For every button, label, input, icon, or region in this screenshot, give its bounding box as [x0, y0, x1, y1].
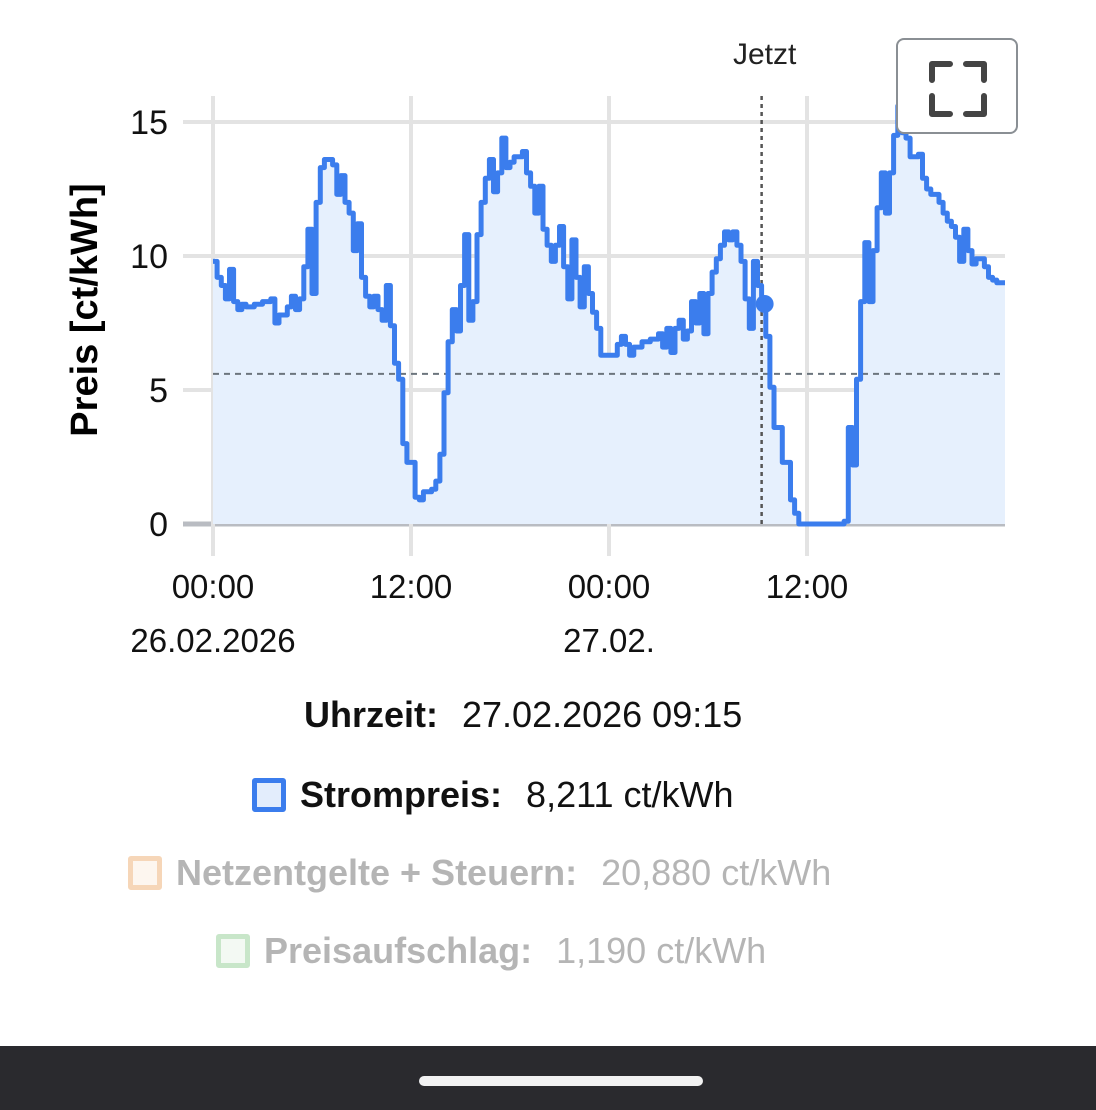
legend-value-netzentgelte: 20,880 ct/kWh	[601, 852, 832, 893]
now-label: Jetzt	[733, 38, 797, 71]
x-tick-date-label: 27.02.	[563, 622, 655, 659]
legend-label-preisaufschlag: Preisaufschlag:	[264, 930, 533, 971]
x-tick-label: 12:00	[766, 568, 849, 605]
x-tick-date-label: 26.02.2026	[130, 622, 295, 659]
y-tick-label: 10	[130, 238, 168, 276]
x-tick-label: 00:00	[568, 568, 651, 605]
legend-item-strompreis[interactable]: Strompreis: 8,211 ct/kWh	[252, 774, 733, 816]
legend-label-netzentgelte: Netzentgelte + Steuern:	[176, 852, 578, 893]
legend-value-strompreis: 8,211 ct/kWh	[526, 774, 734, 815]
price-area-fill	[213, 105, 1005, 525]
tooltip-time-label: Uhrzeit:	[304, 694, 438, 735]
hover-point	[755, 294, 774, 313]
fullscreen-icon	[929, 61, 987, 117]
legend-value-preisaufschlag: 1,190 ct/kWh	[556, 930, 767, 971]
legend-item-preisaufschlag[interactable]: Preisaufschlag: 1,190 ct/kWh	[216, 930, 766, 972]
tooltip-time-value: 27.02.2026 09:15	[462, 694, 743, 735]
price-chart[interactable]: Jetzt Preis [ct/kWh] 0 5 10 15 00:00 26.02.2…	[0, 0, 1096, 680]
legend-swatch-strompreis	[252, 778, 286, 812]
legend-swatch-netzentgelte	[128, 856, 162, 890]
fullscreen-button[interactable]	[896, 38, 1018, 134]
legend-label-strompreis: Strompreis:	[300, 774, 503, 815]
y-tick-label: 15	[130, 104, 168, 142]
home-gesture-handle[interactable]	[419, 1076, 703, 1086]
series-line-strompreis	[213, 103, 1005, 527]
system-navigation-bar	[0, 1046, 1096, 1110]
x-axis-ticks: 00:00 26.02.2026 12:00 00:00 27.02. 12:00	[130, 568, 848, 659]
y-tick-label: 5	[149, 372, 168, 410]
y-axis-ticks: 0 5 10 15	[130, 104, 168, 544]
legend-swatch-preisaufschlag	[216, 934, 250, 968]
y-tick-label: 0	[149, 506, 168, 544]
x-tick-label: 00:00	[172, 568, 255, 605]
tooltip-time-row: Uhrzeit: 27.02.2026 09:15	[304, 694, 742, 736]
y-axis-label: Preis [ct/kWh]	[64, 183, 106, 436]
legend-item-netzentgelte[interactable]: Netzentgelte + Steuern: 20,880 ct/kWh	[128, 852, 831, 894]
x-tick-label: 12:00	[370, 568, 453, 605]
